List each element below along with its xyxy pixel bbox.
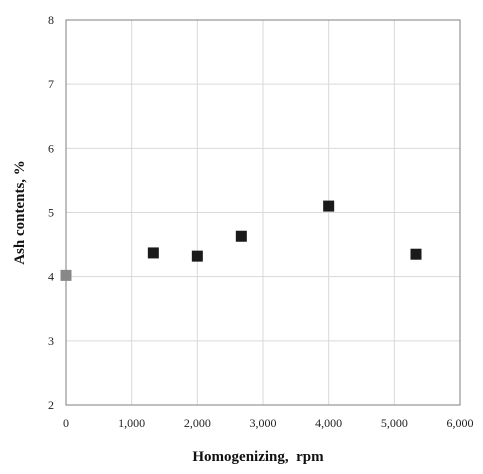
data-point <box>235 230 247 242</box>
y-tick-label: 5 <box>48 206 54 220</box>
data-point <box>191 250 203 262</box>
x-tick-label: 1,000 <box>118 416 145 430</box>
x-tick-label: 5,000 <box>381 416 408 430</box>
x-tick-label: 6,000 <box>447 416 474 430</box>
y-tick-label: 7 <box>48 77 54 91</box>
y-tick-label: 3 <box>48 334 54 348</box>
x-tick-label: 0 <box>63 416 69 430</box>
y-tick-label: 4 <box>48 270 54 284</box>
y-axis-title: Ash contents, % <box>12 160 28 265</box>
y-axis-ticks: 2 3 4 5 6 7 8 <box>48 13 54 412</box>
x-tick-label: 2,000 <box>184 416 211 430</box>
x-axis-ticks: 0 1,000 2,000 3,000 4,000 5,000 6,000 <box>63 416 474 430</box>
y-tick-label: 8 <box>48 13 54 27</box>
plot-area <box>65 19 461 406</box>
x-tick-label: 3,000 <box>250 416 277 430</box>
y-tick-label: 2 <box>48 398 54 412</box>
data-point <box>410 248 422 260</box>
grid <box>65 19 461 406</box>
data-point <box>60 269 72 281</box>
data-points <box>60 200 422 281</box>
x-axis-title: Homogenizing, rpm <box>192 449 324 465</box>
data-point <box>323 200 335 212</box>
y-tick-label: 6 <box>48 141 54 155</box>
x-tick-label: 4,000 <box>315 416 342 430</box>
data-point <box>147 247 159 259</box>
